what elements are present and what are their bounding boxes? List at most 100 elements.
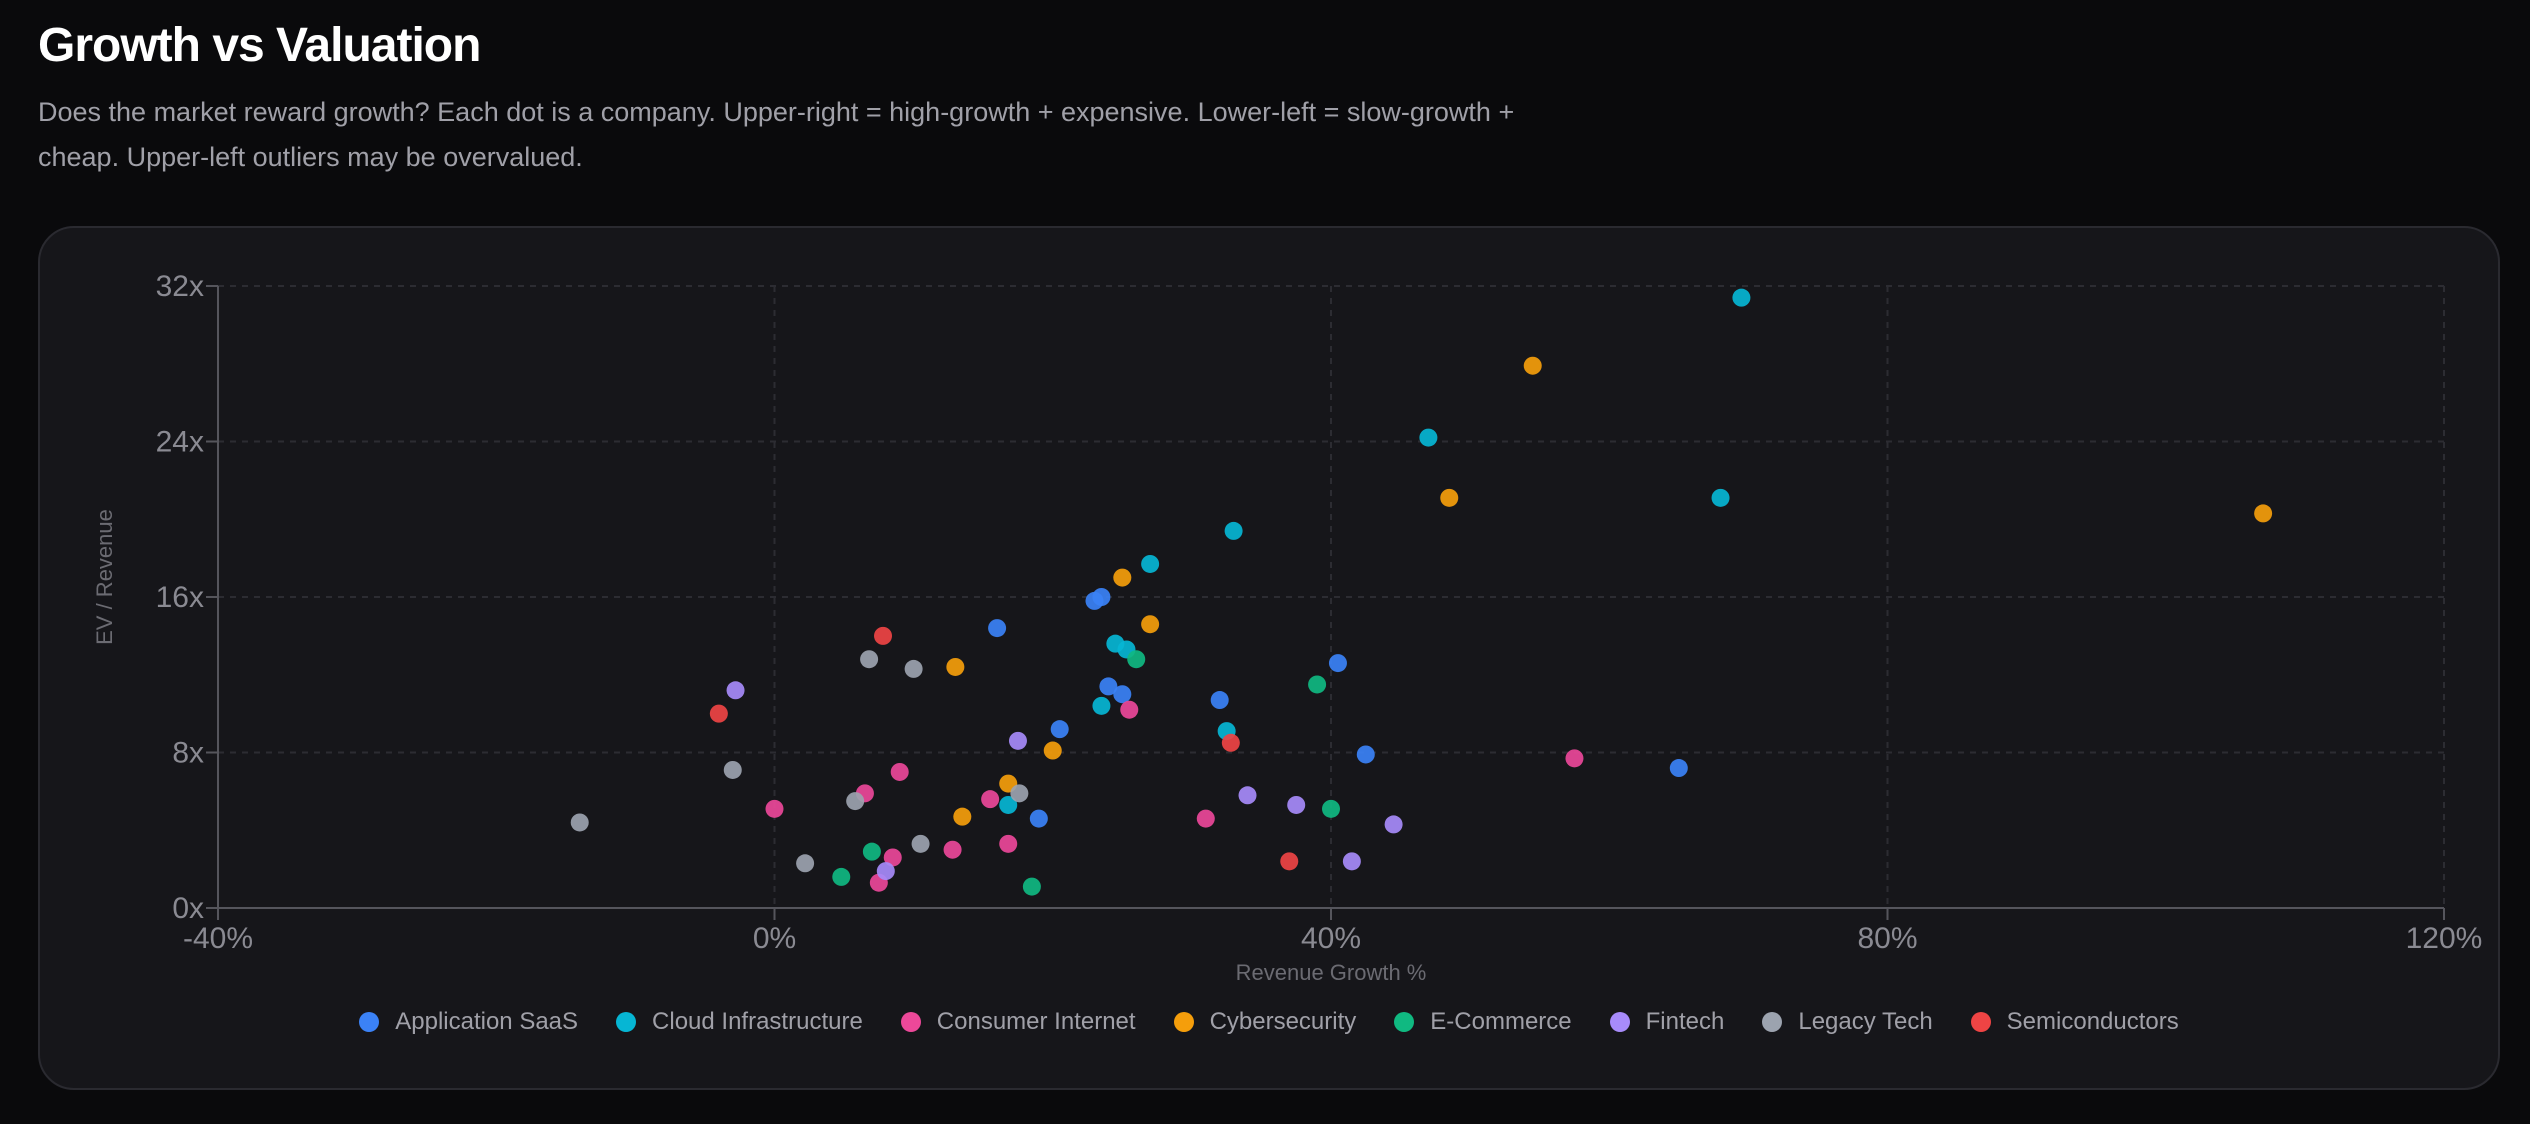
data-point-consumer-internet[interactable] xyxy=(981,790,1000,809)
data-point-consumer-internet[interactable] xyxy=(1196,809,1215,828)
data-point-consumer-internet[interactable] xyxy=(1565,749,1584,768)
legend-item-cloud-infrastructure[interactable]: Cloud Infrastructure xyxy=(616,1008,863,1036)
legend-label: Cloud Infrastructure xyxy=(652,1008,863,1035)
x-tick-label: 0% xyxy=(753,922,796,955)
page-title: Growth vs Valuation xyxy=(38,19,481,72)
data-point-fintech[interactable] xyxy=(726,681,745,700)
data-point-application-saas[interactable] xyxy=(1099,677,1118,696)
x-tick-label: -40% xyxy=(183,922,253,955)
data-point-e-commerce[interactable] xyxy=(1322,799,1340,818)
data-point-e-commerce[interactable] xyxy=(832,867,851,886)
data-point-legacy-tech[interactable] xyxy=(723,760,742,779)
legend-label: Legacy Tech xyxy=(1798,1008,1933,1035)
data-point-cloud-infrastructure[interactable] xyxy=(999,795,1018,814)
data-point-legacy-tech[interactable] xyxy=(796,854,815,873)
data-point-application-saas[interactable] xyxy=(1210,691,1229,710)
data-point-fintech[interactable] xyxy=(1238,786,1257,805)
data-point-cybersecurity[interactable] xyxy=(1141,615,1160,634)
data-point-consumer-internet[interactable] xyxy=(883,848,902,867)
data-point-semiconductors[interactable] xyxy=(874,626,893,645)
data-point-legacy-tech[interactable] xyxy=(860,650,879,669)
legend-label: E-Commerce xyxy=(1430,1008,1572,1035)
data-point-legacy-tech[interactable] xyxy=(904,659,923,678)
y-axis-label: EV / Revenue xyxy=(92,509,117,645)
legend-label: Semiconductors xyxy=(2006,1008,2179,1035)
data-point-cybersecurity[interactable] xyxy=(1523,356,1542,375)
data-point-legacy-tech[interactable] xyxy=(1010,784,1029,803)
y-tick-label: 0x xyxy=(172,892,204,925)
legend-item-semiconductors[interactable]: Semiconductors xyxy=(1970,1008,2179,1036)
data-point-e-commerce[interactable] xyxy=(862,842,881,861)
y-tick-label: 24x xyxy=(156,426,204,459)
data-point-cybersecurity[interactable] xyxy=(946,657,965,676)
data-point-application-saas[interactable] xyxy=(988,619,1007,638)
legend-swatch xyxy=(1970,1012,1991,1032)
tick-labels: -40% 0% 40% 80% 120% 0x 8x 16x 24x 32x xyxy=(156,270,2483,955)
data-point-fintech[interactable] xyxy=(1342,852,1361,871)
data-point-cybersecurity[interactable] xyxy=(1440,488,1459,507)
data-point-semiconductors[interactable] xyxy=(709,704,728,723)
data-point-cloud-infrastructure[interactable] xyxy=(1732,288,1751,307)
data-point-cloud-infrastructure[interactable] xyxy=(1092,696,1111,715)
legend-label: Application SaaS xyxy=(395,1008,579,1035)
legend-swatch xyxy=(900,1012,921,1032)
chart-card: -40% 0% 40% 80% 120% 0x 8x 16x 24x 32x Revenue Gr… xyxy=(38,226,2500,1090)
data-point-consumer-internet[interactable] xyxy=(999,834,1018,853)
y-tick-label: 8x xyxy=(172,737,204,770)
axes xyxy=(206,285,2445,920)
data-point-application-saas[interactable] xyxy=(1050,720,1069,739)
legend-swatch xyxy=(1173,1012,1194,1032)
data-point-legacy-tech[interactable] xyxy=(911,834,930,853)
data-point-legacy-tech[interactable] xyxy=(570,813,589,832)
data-point-fintech[interactable] xyxy=(1287,795,1306,814)
data-point-legacy-tech[interactable] xyxy=(846,792,865,811)
data-point-fintech[interactable] xyxy=(1008,731,1027,750)
data-point-application-saas[interactable] xyxy=(1092,588,1111,606)
data-point-semiconductors[interactable] xyxy=(1280,852,1299,871)
scatter-chart: -40% 0% 40% 80% 120% 0x 8x 16x 24x 32x Revenue Gr… xyxy=(92,270,2483,985)
data-point-cybersecurity[interactable] xyxy=(953,807,972,826)
page-subtitle: Does the market reward growth? Each dot … xyxy=(38,97,1515,172)
data-point-e-commerce[interactable] xyxy=(1308,675,1327,694)
data-point-cybersecurity[interactable] xyxy=(2254,504,2273,523)
y-tick-label: 32x xyxy=(156,270,204,303)
x-tick-label: 120% xyxy=(2406,922,2483,955)
data-point-e-commerce[interactable] xyxy=(1127,650,1146,669)
data-point-e-commerce[interactable] xyxy=(1022,877,1041,896)
legend-item-application-saas[interactable]: Application SaaS xyxy=(359,1008,578,1036)
data-point-cloud-infrastructure[interactable] xyxy=(1141,554,1160,573)
data-point-cybersecurity[interactable] xyxy=(1113,568,1132,587)
legend-swatch xyxy=(616,1012,637,1032)
legend-item-e-commerce[interactable]: E-Commerce xyxy=(1394,1008,1572,1036)
legend-item-fintech[interactable]: Fintech xyxy=(1609,1008,1724,1036)
legend-item-consumer-internet[interactable]: Consumer Internet xyxy=(900,1008,1136,1036)
data-point-consumer-internet[interactable] xyxy=(943,840,962,859)
data-point-consumer-internet[interactable] xyxy=(765,799,784,818)
legend-item-legacy-tech[interactable]: Legacy Tech xyxy=(1762,1008,1933,1036)
data-point-semiconductors[interactable] xyxy=(1221,733,1240,752)
data-point-application-saas[interactable] xyxy=(1356,745,1375,764)
data-point-application-saas[interactable] xyxy=(1113,685,1132,704)
legend: Application SaaS Cloud Infrastructure Cons… xyxy=(40,1008,2498,1036)
data-point-application-saas[interactable] xyxy=(1328,654,1347,673)
data-points xyxy=(570,288,2273,896)
data-point-cloud-infrastructure[interactable] xyxy=(1419,428,1438,447)
y-tick-label: 16x xyxy=(156,581,204,614)
data-point-consumer-internet[interactable] xyxy=(890,762,909,781)
legend-swatch xyxy=(1609,1012,1630,1032)
data-point-fintech[interactable] xyxy=(876,862,895,881)
x-axis-label: Revenue Growth % xyxy=(1236,960,1427,985)
data-point-application-saas[interactable] xyxy=(1029,809,1048,828)
legend-label: Cybersecurity xyxy=(1209,1008,1357,1035)
data-point-fintech[interactable] xyxy=(1384,815,1403,834)
legend-label: Consumer Internet xyxy=(936,1008,1136,1035)
legend-swatch xyxy=(1762,1012,1783,1032)
data-point-cloud-infrastructure[interactable] xyxy=(1711,488,1730,507)
data-point-cloud-infrastructure[interactable] xyxy=(1224,521,1243,540)
legend-swatch xyxy=(1394,1012,1415,1032)
data-point-consumer-internet[interactable] xyxy=(1120,700,1139,719)
data-point-cybersecurity[interactable] xyxy=(1043,741,1062,760)
legend-item-cybersecurity[interactable]: Cybersecurity xyxy=(1173,1008,1357,1036)
data-point-application-saas[interactable] xyxy=(1669,759,1688,778)
legend-swatch xyxy=(359,1012,380,1032)
